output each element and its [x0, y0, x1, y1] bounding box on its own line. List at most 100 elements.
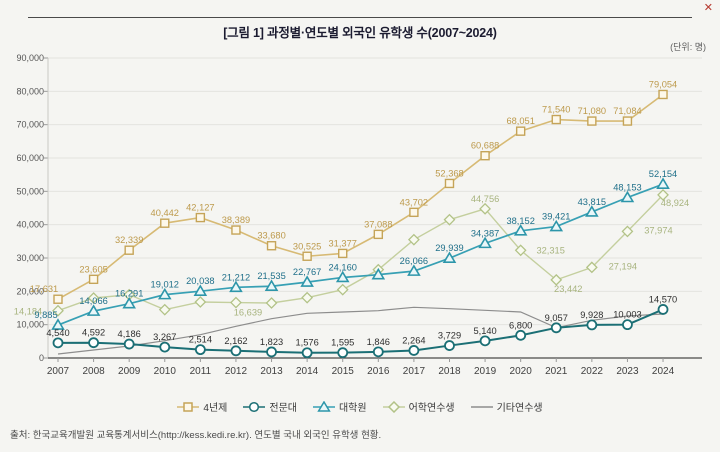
data-label: 17,631 [30, 284, 58, 294]
data-label: 2,264 [402, 335, 425, 345]
series-line [57, 183, 664, 326]
close-icon[interactable]: ✕ [703, 2, 713, 14]
data-label: 52,154 [649, 169, 677, 179]
series-전문대: 4,540 4,592 4,186 3,267 2,514 2,162 1,823 1,576… [46, 294, 677, 359]
circle-marker [52, 337, 64, 349]
x-axis-label: 2007 [47, 366, 70, 377]
x-axis-label: 2014 [296, 366, 319, 377]
data-label: 14,570 [649, 294, 677, 304]
legend-label: 전문대 [269, 403, 297, 414]
data-label: 32,315 [536, 245, 564, 255]
data-label: 43,815 [578, 197, 606, 207]
triangle-marker [442, 251, 457, 264]
triangle-marker [585, 205, 599, 217]
square-marker [551, 114, 561, 125]
series-기타연수생 [57, 306, 664, 355]
data-label: 60,688 [471, 141, 499, 151]
circle-marker [657, 304, 669, 315]
y-axis-label: 80,000 [16, 86, 44, 96]
diamond-marker [194, 296, 207, 308]
data-label: 21,535 [257, 271, 285, 281]
x-axis-label: 2024 [652, 366, 675, 377]
y-axis-label: 50,000 [16, 186, 44, 196]
data-label: 2,162 [224, 336, 247, 346]
data-label: 37,974 [644, 225, 672, 235]
circle-marker [372, 346, 384, 358]
data-label: 38,152 [506, 216, 534, 226]
circle-marker [408, 345, 420, 356]
triangle-marker [229, 280, 243, 293]
y-axis-label: 90,000 [16, 53, 44, 63]
data-label: 16,291 [115, 289, 143, 299]
data-label: 71,540 [542, 105, 570, 115]
circle-marker [88, 337, 99, 349]
square-marker [587, 116, 597, 126]
circle-marker [515, 329, 527, 341]
x-axis-label: 2011 [190, 366, 212, 377]
triangle-marker [300, 275, 314, 287]
triangle-marker [264, 279, 279, 292]
circle-marker [550, 322, 562, 334]
series-line [57, 194, 664, 312]
circle-marker [337, 347, 349, 359]
data-label: 1,823 [260, 337, 283, 347]
triangle-marker [51, 318, 65, 330]
line-chart: 0 10,000 20,000 30,000 40,000 50,000 60,000 70,… [14, 53, 702, 377]
square-marker [160, 218, 170, 228]
square-marker [338, 248, 348, 259]
data-label: 6,800 [509, 320, 532, 330]
x-axis-label: 2016 [367, 366, 390, 377]
square-marker [266, 241, 277, 251]
triangle-marker [371, 267, 386, 280]
square-marker [53, 294, 63, 304]
legend-item-어학연수생: 어학연수생 [382, 399, 455, 414]
square-marker [373, 229, 384, 240]
data-label: 14,066 [79, 296, 107, 306]
x-axis-label: 2020 [510, 366, 533, 377]
triangle-marker [478, 236, 492, 249]
legend-label: 기타연수생 [496, 403, 543, 414]
legend-item-전문대: 전문대 [243, 399, 297, 414]
square-marker [302, 251, 312, 261]
data-label: 9,057 [545, 313, 568, 323]
data-label: 48,924 [661, 198, 689, 208]
square-marker [480, 151, 490, 161]
data-label: 21,212 [222, 272, 250, 282]
data-label: 5,140 [473, 326, 496, 336]
diamond-marker [230, 296, 242, 309]
diamond-marker [443, 213, 456, 226]
x-axis-label: 2013 [260, 366, 283, 377]
square-marker [622, 116, 633, 126]
data-label: 71,084 [613, 106, 641, 116]
data-label: 4,540 [46, 328, 69, 338]
data-label: 23,442 [554, 284, 582, 294]
y-axis-label: 20,000 [16, 286, 44, 296]
x-axis-label: 2010 [154, 366, 177, 377]
circle-marker [301, 347, 313, 359]
x-axis-label: 2021 [545, 366, 568, 377]
y-axis-label: 60,000 [16, 153, 44, 163]
data-label: 44,756 [471, 194, 499, 204]
x-axis-label: 2018 [438, 366, 461, 377]
diamond-marker [550, 273, 563, 286]
series-대학원: 9,885 14,066 16,291 19,012 20,038 21,212 21,53… [34, 169, 677, 330]
triangle-marker [193, 284, 208, 297]
circle-marker [444, 340, 455, 351]
legend-item-기타연수생: 기타연수생 [470, 399, 543, 414]
circle-marker [266, 346, 277, 358]
data-label: 52,368 [435, 168, 463, 178]
data-label: 39,421 [542, 212, 570, 222]
diamond-marker [336, 283, 349, 296]
circle-marker [622, 319, 633, 331]
diamond-marker [52, 304, 64, 317]
x-axis-label: 2022 [581, 366, 604, 377]
triangle-marker [335, 270, 350, 283]
data-label: 16,639 [234, 308, 262, 318]
data-label: 30,525 [293, 241, 321, 251]
data-label: 38,389 [222, 215, 250, 225]
x-axis-label: 2017 [403, 366, 426, 377]
series-4년제: 17,631 23,605 32,339 40,442 42,127 38,389 33,6… [30, 79, 677, 304]
y-axis-label: 40,000 [16, 220, 44, 230]
data-label: 42,127 [186, 203, 214, 213]
